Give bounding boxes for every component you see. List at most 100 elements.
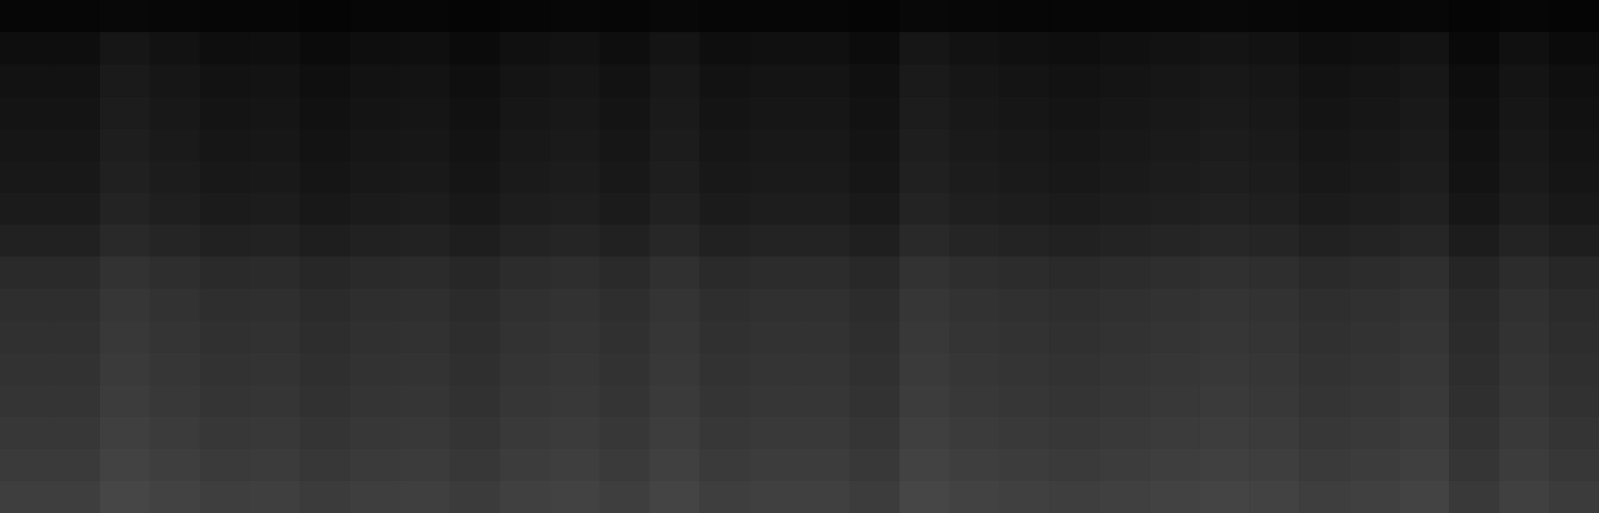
cell xyxy=(1149,385,1200,418)
cell xyxy=(200,417,251,450)
cell xyxy=(750,289,801,322)
cell xyxy=(949,449,1000,482)
cell xyxy=(650,192,701,225)
cell xyxy=(100,64,151,97)
cell xyxy=(1349,449,1400,482)
cell xyxy=(1499,289,1550,322)
cell xyxy=(600,160,651,193)
cell xyxy=(200,257,251,290)
cell xyxy=(100,289,151,322)
cell xyxy=(400,160,451,193)
cell xyxy=(1199,321,1250,354)
cell xyxy=(700,192,751,225)
cell xyxy=(1199,417,1250,450)
cell xyxy=(750,224,801,257)
cell xyxy=(550,0,601,33)
cell xyxy=(550,96,601,129)
cell xyxy=(350,224,401,257)
cell xyxy=(450,0,501,33)
cell xyxy=(500,257,551,290)
cell xyxy=(350,32,401,65)
cell xyxy=(1349,0,1400,33)
cell xyxy=(800,321,851,354)
cell xyxy=(800,289,851,322)
cell xyxy=(50,0,101,33)
cell xyxy=(500,96,551,129)
cell xyxy=(1099,257,1150,290)
cell xyxy=(800,192,851,225)
cell xyxy=(1249,192,1300,225)
cell xyxy=(300,321,351,354)
cell xyxy=(450,128,501,161)
cell xyxy=(899,417,950,450)
cell xyxy=(1149,353,1200,386)
cell xyxy=(1399,289,1450,322)
cell xyxy=(450,96,501,129)
cell xyxy=(300,64,351,97)
cell xyxy=(50,192,101,225)
cell xyxy=(450,32,501,65)
cell xyxy=(100,417,151,450)
cell xyxy=(650,289,701,322)
cell xyxy=(150,128,201,161)
cell xyxy=(1049,385,1100,418)
cell xyxy=(450,449,501,482)
cell xyxy=(500,353,551,386)
cell xyxy=(750,192,801,225)
cell xyxy=(400,481,451,513)
cell xyxy=(1249,160,1300,193)
cell xyxy=(150,449,201,482)
cell xyxy=(1549,417,1599,450)
cell xyxy=(1149,257,1200,290)
cell xyxy=(800,160,851,193)
cell xyxy=(650,0,701,33)
cell xyxy=(150,160,201,193)
cell xyxy=(1299,321,1350,354)
cell xyxy=(200,321,251,354)
cell xyxy=(250,96,301,129)
cell xyxy=(1099,96,1150,129)
cell xyxy=(300,128,351,161)
cell xyxy=(1149,0,1200,33)
cell xyxy=(650,96,701,129)
cell xyxy=(1399,385,1450,418)
cell xyxy=(1149,289,1200,322)
cell xyxy=(100,449,151,482)
cell xyxy=(300,449,351,482)
cell xyxy=(0,289,51,322)
cell xyxy=(1299,32,1350,65)
cell xyxy=(200,96,251,129)
cell xyxy=(899,0,950,33)
cells xyxy=(0,0,1599,513)
cell xyxy=(1049,417,1100,450)
cell xyxy=(1099,160,1150,193)
cell xyxy=(150,32,201,65)
cell xyxy=(100,192,151,225)
cell xyxy=(1399,128,1450,161)
cell xyxy=(250,128,301,161)
cell xyxy=(1399,481,1450,513)
cell xyxy=(500,192,551,225)
cell xyxy=(550,449,601,482)
cell xyxy=(1549,481,1599,513)
cell xyxy=(999,96,1050,129)
cell xyxy=(949,353,1000,386)
cell xyxy=(1049,96,1100,129)
cell xyxy=(1499,32,1550,65)
cell xyxy=(300,192,351,225)
cell xyxy=(1249,353,1300,386)
cell xyxy=(1399,160,1450,193)
cell xyxy=(999,64,1050,97)
cell xyxy=(600,449,651,482)
cell xyxy=(1399,32,1450,65)
cell xyxy=(500,0,551,33)
cell xyxy=(350,353,401,386)
cell xyxy=(750,96,801,129)
cell xyxy=(50,385,101,418)
cell xyxy=(1499,481,1550,513)
cell xyxy=(350,257,401,290)
cell xyxy=(1099,289,1150,322)
cell xyxy=(1549,289,1599,322)
cell xyxy=(899,96,950,129)
cell xyxy=(899,385,950,418)
